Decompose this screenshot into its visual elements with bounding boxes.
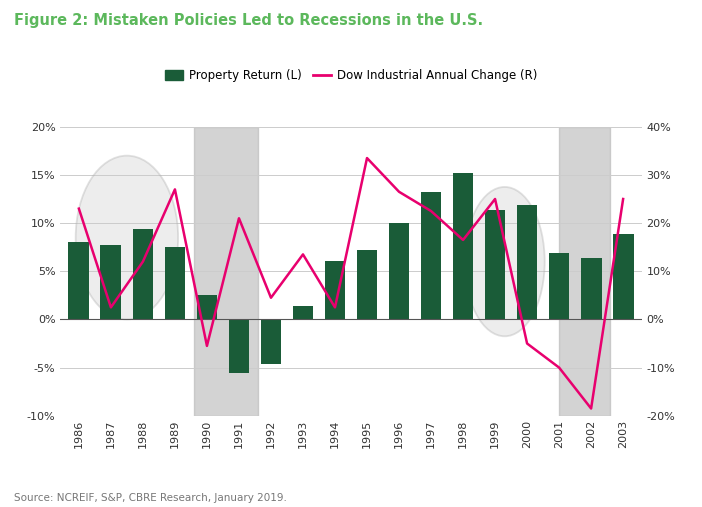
Bar	[484, 209, 505, 319]
Bar	[389, 223, 409, 319]
Bar	[69, 242, 89, 319]
Bar	[133, 229, 153, 319]
Legend: Property Return (L), Dow Industrial Annual Change (R): Property Return (L), Dow Industrial Annu…	[165, 69, 537, 82]
Bar	[324, 261, 345, 319]
Ellipse shape	[465, 187, 545, 336]
Bar	[100, 245, 121, 319]
Ellipse shape	[76, 156, 178, 319]
Bar	[420, 192, 442, 319]
Bar	[581, 258, 602, 319]
Bar	[549, 253, 569, 319]
Bar	[229, 319, 249, 373]
Bar	[197, 295, 218, 319]
Bar	[260, 319, 282, 364]
Text: Source: NCREIF, S&P, CBRE Research, January 2019.: Source: NCREIF, S&P, CBRE Research, Janu…	[14, 493, 287, 503]
Bar	[453, 173, 473, 319]
Bar	[194, 127, 258, 416]
Bar	[357, 250, 378, 319]
Bar	[613, 234, 633, 319]
Bar	[164, 247, 185, 319]
Bar	[293, 306, 313, 319]
Text: Figure 2: Mistaken Policies Led to Recessions in the U.S.: Figure 2: Mistaken Policies Led to Reces…	[14, 13, 483, 28]
Bar	[559, 127, 610, 416]
Bar	[517, 205, 538, 319]
